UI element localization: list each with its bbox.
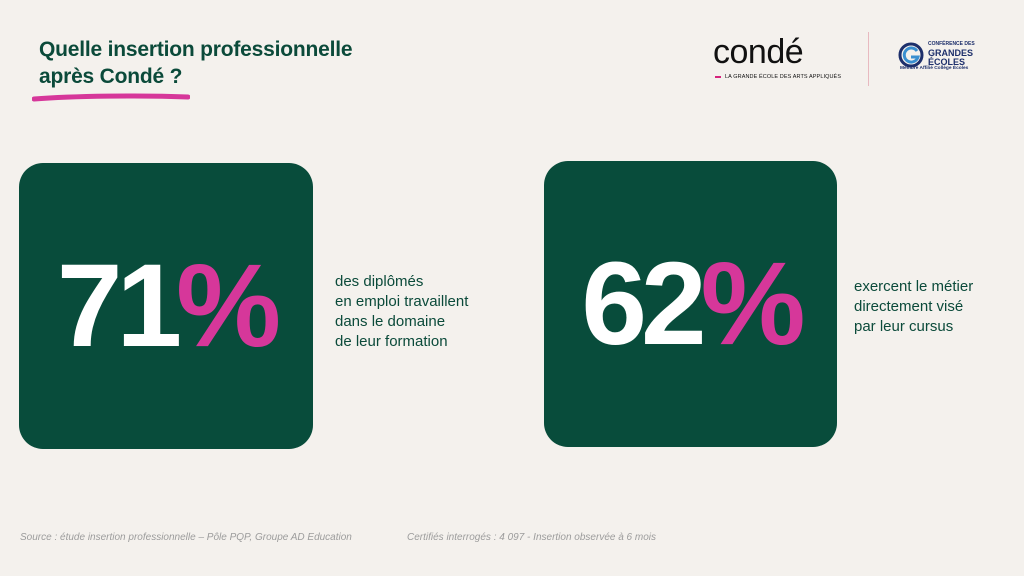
title-underline-stroke: [32, 93, 190, 102]
stat-number: 71: [56, 240, 182, 372]
stat-description-line: des diplômés: [335, 273, 424, 290]
stat-description-target-job: exercent le métier directement visé par …: [854, 277, 973, 337]
conde-logo: condé LA GRANDE ÉCOLE DES ARTS APPLIQUÉS: [713, 33, 843, 86]
stat-description-line: exercent le métier: [854, 278, 974, 295]
page-title-line-2: après Condé ?: [39, 65, 183, 88]
stat-value: 71%: [19, 241, 313, 371]
cge-line-3: ÉCOLES: [928, 57, 966, 67]
cge-line-1: CONFÉRENCE DES: [928, 41, 975, 47]
stat-description-line: dans le domaine: [335, 313, 446, 330]
page-title: Quelle insertion professionnelle après C…: [39, 36, 353, 90]
cge-emblem-icon: [898, 42, 924, 68]
conde-logo-tagline-text: LA GRANDE ÉCOLE DES ARTS APPLIQUÉS: [725, 74, 842, 80]
conde-logo-tagline: LA GRANDE ÉCOLE DES ARTS APPLIQUÉS: [715, 74, 855, 80]
stat-description-line: de leur formation: [335, 333, 448, 350]
tagline-dash-icon: [715, 75, 721, 78]
cge-logo-text: CONFÉRENCE DES GRANDES ÉCOLES: [928, 40, 975, 67]
footnote-source: Source : étude insertion professionnelle…: [20, 532, 352, 543]
stat-card-target-job: 62%: [544, 161, 837, 447]
stat-description-line: par leur cursus: [854, 318, 954, 335]
cge-member-text: Membre Affilié Collège Écoles: [900, 66, 969, 71]
footnote-sample: Certifiés interrogés : 4 097 - Insertion…: [407, 532, 657, 543]
stat-card-employment: 71%: [19, 163, 313, 449]
stat-description-line: directement visé: [854, 298, 964, 315]
stat-description-line: en emploi travaillent: [335, 293, 469, 310]
page-title-line-1: Quelle insertion professionnelle: [39, 38, 353, 61]
cge-logo: CONFÉRENCE DES GRANDES ÉCOLES Membre Aff…: [898, 40, 988, 80]
logo-divider: [868, 32, 869, 86]
stat-description-employment: des diplômés en emploi travaillent dans …: [335, 272, 468, 352]
cge-line-2: GRANDES: [928, 48, 974, 58]
conde-logo-wordmark: condé: [713, 33, 804, 71]
stat-percent-sign: %: [700, 238, 806, 370]
stat-number: 62: [581, 238, 706, 370]
stat-value: 62%: [544, 239, 837, 369]
stat-percent-sign: %: [176, 240, 281, 372]
